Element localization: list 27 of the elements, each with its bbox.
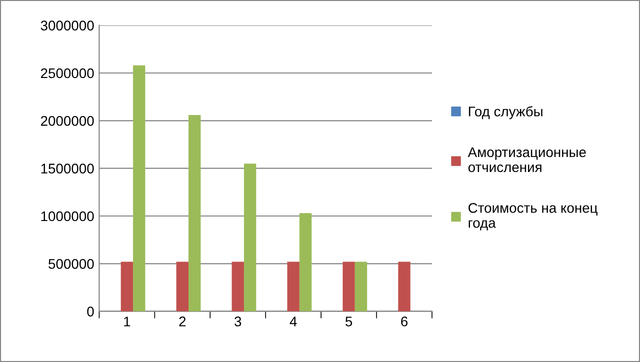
y-tick-label: 1500000 xyxy=(41,164,94,174)
x-tick-label: 3 xyxy=(234,316,242,326)
bar xyxy=(342,262,355,312)
bar xyxy=(287,262,300,312)
legend-label: Стоимость на конец года xyxy=(468,203,598,230)
x-tick-label: 4 xyxy=(290,316,297,326)
x-tick-label: 5 xyxy=(345,316,352,326)
x-tick-label: 2 xyxy=(179,316,186,326)
x-tick-label: 1 xyxy=(124,316,130,326)
y-tick-label: 2000000 xyxy=(40,116,94,126)
y-tick-label: 500000 xyxy=(48,258,94,269)
bar xyxy=(299,213,312,312)
bar xyxy=(244,164,256,312)
bar xyxy=(120,262,134,312)
y-tick-label: 2500000 xyxy=(40,68,94,78)
bar xyxy=(188,114,201,312)
y-tick-label: 0 xyxy=(87,306,94,316)
bar xyxy=(354,262,368,312)
y-tick-label: 3000000 xyxy=(40,20,94,31)
legend-label: Амортизационные отчисления xyxy=(468,147,586,172)
x-tick-label: 6 xyxy=(401,316,408,326)
bar xyxy=(133,65,146,312)
bar xyxy=(176,262,188,312)
bar xyxy=(398,262,410,312)
legend-label: Год службы xyxy=(468,106,542,120)
y-tick-label: 1000000 xyxy=(41,211,94,222)
bar xyxy=(232,262,244,312)
